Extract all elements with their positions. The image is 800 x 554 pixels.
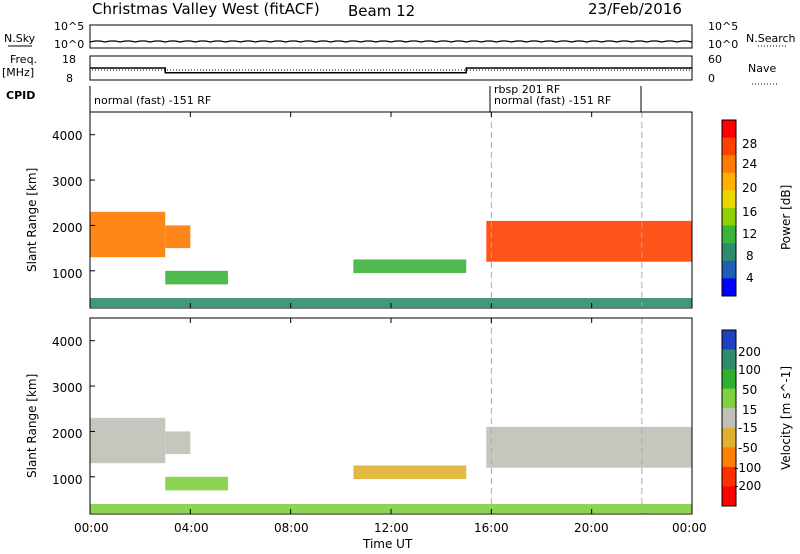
cpid-label: CPID [6, 89, 35, 102]
power-colorbar-swatch [722, 225, 736, 244]
frequency-trace [90, 67, 692, 74]
power-ytick-3000: 3000 [52, 175, 83, 189]
xtick-0000: 00:00 [74, 521, 109, 535]
plot-title: Christmas Valley West (fitACF) [92, 0, 320, 18]
power-echo-region-4 [353, 259, 467, 274]
freq-label-line1: Freq. [10, 53, 37, 66]
xtick-2000: 20:00 [574, 521, 609, 535]
cpid-segment-3: normal (fast) -151 RF [494, 94, 611, 107]
velocity-echo-region-3 [165, 476, 228, 491]
velocity-echo-region-6 [90, 504, 692, 514]
freq-tick-top: 18 [62, 53, 76, 66]
power-echo-region-3 [165, 270, 228, 285]
power-cbar-tick-4: 4 [746, 271, 754, 285]
power-cbar-label: Power [dB] [779, 185, 793, 250]
power-colorbar-swatch [722, 278, 736, 297]
velocity-colorbar-swatch [722, 447, 736, 468]
xtick-2400: 00:00 [672, 521, 707, 535]
power-cbar-tick-12: 12 [742, 227, 757, 241]
nave-label: Nave [748, 62, 776, 75]
nsearch-label: N.Search [746, 32, 796, 45]
power-ytick-2000: 2000 [52, 221, 83, 235]
velocity-ytick-3000: 3000 [52, 381, 83, 395]
velocity-colorbar-swatch [722, 388, 736, 409]
nsearch-tick-top: 10^5 [708, 20, 738, 33]
cpid-segment-2: rbsp 201 RF [494, 83, 560, 96]
power-cbar-tick-8: 8 [746, 249, 754, 263]
power-echo-region-1 [90, 211, 166, 258]
nsky-tick-top: 10^5 [54, 20, 84, 33]
power-colorbar-swatch [722, 243, 736, 262]
xlabel: Time UT [362, 537, 413, 551]
xtick-1600: 16:00 [474, 521, 509, 535]
velocity-echo-region-5 [486, 426, 692, 468]
velocity-ytick-4000: 4000 [52, 335, 83, 349]
cpid-segment-1: normal (fast) -151 RF [94, 94, 211, 107]
power-cbar-tick-16: 16 [742, 205, 757, 219]
power-colorbar-swatch [722, 190, 736, 209]
freq-label-line2: [MHz] [2, 66, 34, 79]
velocity-cbar-tick-200: 200 [738, 345, 761, 359]
xtick-0400: 04:00 [174, 521, 209, 535]
power-ytick-4000: 4000 [52, 129, 83, 143]
velocity-ytick-1000: 1000 [52, 473, 83, 487]
nsearch-tick-bottom: 10^0 [708, 38, 738, 51]
power-colorbar-swatch [722, 172, 736, 191]
nsky-label: N.Sky [4, 32, 36, 45]
velocity-ytick-2000: 2000 [52, 427, 83, 441]
power-colorbar-swatch [722, 155, 736, 174]
power-echo-region-5 [486, 220, 692, 262]
power-colorbar-swatch [722, 208, 736, 227]
velocity-echo-region-2 [165, 431, 191, 455]
nsky-tick-bottom: 10^0 [54, 38, 84, 51]
velocity-colorbar-swatch [722, 330, 736, 351]
velocity-cbar-tick-m200: -200 [734, 479, 761, 493]
power-ylabel: Slant Range [km] [25, 168, 39, 272]
velocity-cbar-tick-100: 100 [738, 363, 761, 377]
nave-tick-bottom: 0 [708, 72, 715, 85]
velocity-cbar-tick-m15: -15 [738, 421, 758, 435]
velocity-cbar-label: Velocity [m s^-1] [779, 366, 793, 470]
xtick-0800: 08:00 [274, 521, 309, 535]
velocity-colorbar-swatch [722, 369, 736, 390]
power-cbar-tick-20: 20 [742, 181, 757, 195]
velocity-echo-region-1 [90, 417, 166, 464]
power-cbar-tick-24: 24 [742, 157, 757, 171]
velocity-colorbar-frame [721, 329, 737, 507]
power-echo-region-6 [90, 298, 692, 308]
date-label: 23/Feb/2016 [588, 0, 682, 18]
velocity-echo-region-4 [353, 465, 467, 480]
power-colorbar-swatch [722, 120, 736, 139]
beam-label: Beam 12 [348, 2, 415, 20]
freq-tick-bottom: 8 [66, 72, 73, 85]
power-colorbar-swatch [722, 260, 736, 279]
velocity-colorbar-swatch [722, 408, 736, 429]
velocity-cbar-tick-15: 15 [742, 403, 757, 417]
velocity-cbar-tick-m50: -50 [738, 441, 758, 455]
nsky-trace [89, 40, 693, 43]
nave-tick-top: 60 [708, 53, 722, 66]
velocity-cbar-tick-m100: -100 [734, 461, 761, 475]
velocity-colorbar [721, 329, 737, 507]
velocity-cbar-tick-50: 50 [742, 383, 757, 397]
velocity-colorbar-swatch [722, 466, 736, 487]
velocity-colorbar-swatch [722, 427, 736, 448]
power-echo-layer [90, 112, 692, 308]
power-colorbar-swatch [722, 137, 736, 156]
power-colorbar-frame [721, 119, 737, 297]
velocity-colorbar-swatch [722, 486, 736, 507]
velocity-colorbar-swatch [722, 349, 736, 370]
velocity-ylabel: Slant Range [km] [25, 374, 39, 478]
power-colorbar [721, 119, 737, 297]
velocity-echo-layer [90, 318, 692, 514]
power-ytick-1000: 1000 [52, 267, 83, 281]
nsky-panel-frame [89, 24, 693, 49]
xtick-1200: 12:00 [374, 521, 409, 535]
power-echo-region-2 [165, 225, 191, 249]
power-cbar-tick-28: 28 [742, 137, 757, 151]
